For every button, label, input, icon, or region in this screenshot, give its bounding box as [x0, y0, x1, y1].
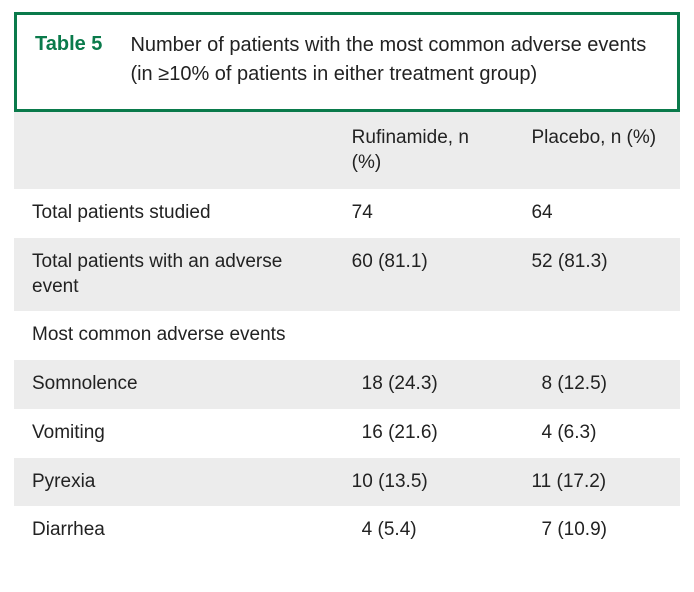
adverse-events-table: Rufinamide, n (%) Placebo, n (%) Total p… [14, 112, 680, 555]
row-value-rufinamide: 16 (21.6) [334, 409, 514, 458]
row-value-placebo: 52 (81.3) [513, 238, 680, 311]
row-label: Total patients with an adverse event [14, 238, 334, 311]
table-head: Rufinamide, n (%) Placebo, n (%) [14, 112, 680, 189]
row-value-placebo: 8 (12.5) [513, 360, 680, 409]
row-label: Somnolence [14, 360, 334, 409]
row-value-rufinamide: 4 (5.4) [334, 506, 514, 555]
row-value-placebo: 4 (6.3) [513, 409, 680, 458]
row-value-placebo [513, 311, 680, 360]
row-value-placebo: 64 [513, 189, 680, 238]
table-row: Total patients with an adverse event60 (… [14, 238, 680, 311]
col-header-blank [14, 112, 334, 189]
row-value-rufinamide: 18 (24.3) [334, 360, 514, 409]
table-row: Total patients studied7464 [14, 189, 680, 238]
table-header-box: Table 5 Number of patients with the most… [14, 12, 680, 112]
table-body: Total patients studied7464Total patients… [14, 189, 680, 555]
col-header-rufinamide: Rufinamide, n (%) [334, 112, 514, 189]
table-row: Diarrhea4 (5.4)7 (10.9) [14, 506, 680, 555]
table-caption: Number of patients with the most common … [130, 31, 659, 89]
row-value-rufinamide [334, 311, 514, 360]
col-header-placebo: Placebo, n (%) [513, 112, 680, 189]
row-label: Diarrhea [14, 506, 334, 555]
row-label: Vomiting [14, 409, 334, 458]
table-header-flex: Table 5 Number of patients with the most… [35, 31, 659, 89]
row-value-rufinamide: 60 (81.1) [334, 238, 514, 311]
table-row: Somnolence18 (24.3)8 (12.5) [14, 360, 680, 409]
table-row: Most common adverse events [14, 311, 680, 360]
row-label: Total patients studied [14, 189, 334, 238]
row-value-placebo: 7 (10.9) [513, 506, 680, 555]
row-label: Pyrexia [14, 458, 334, 507]
table-row: Pyrexia10 (13.5)11 (17.2) [14, 458, 680, 507]
row-value-rufinamide: 10 (13.5) [334, 458, 514, 507]
table-header-row: Rufinamide, n (%) Placebo, n (%) [14, 112, 680, 189]
table-number-label: Table 5 [35, 31, 102, 56]
row-label: Most common adverse events [14, 311, 334, 360]
table-container: Table 5 Number of patients with the most… [0, 0, 694, 567]
table-row: Vomiting16 (21.6)4 (6.3) [14, 409, 680, 458]
row-value-placebo: 11 (17.2) [513, 458, 680, 507]
row-value-rufinamide: 74 [334, 189, 514, 238]
